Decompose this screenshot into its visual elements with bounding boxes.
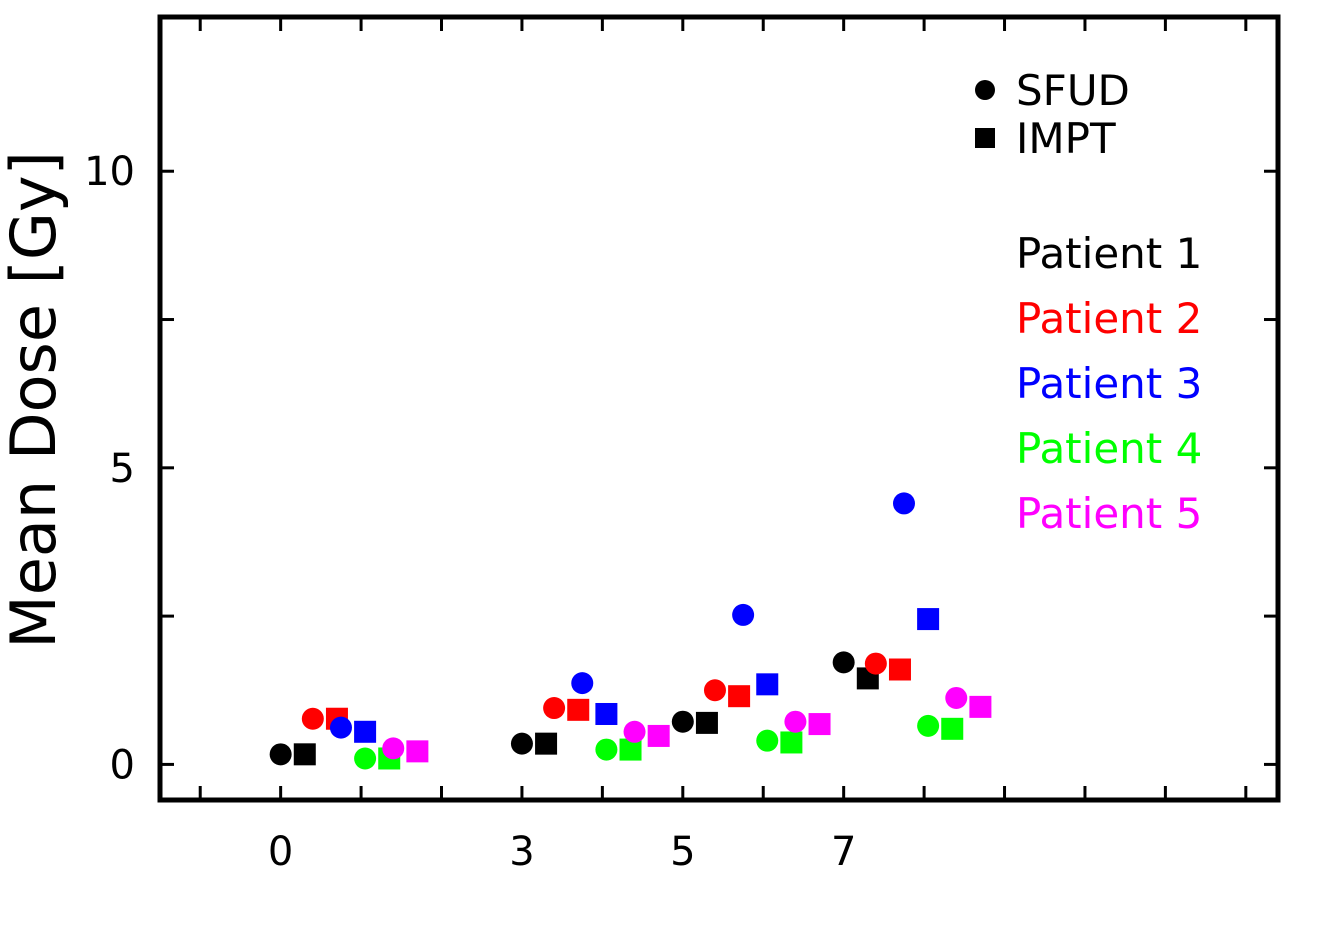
x-tick-label: 3	[509, 829, 534, 875]
impt-point	[695, 711, 718, 734]
sfud-point	[354, 747, 377, 770]
y-tick-label: 0	[110, 742, 135, 788]
sfud-point	[671, 710, 694, 733]
legend-series-label: Patient 5	[1016, 489, 1202, 538]
legend-series-label: Patient 3	[1016, 359, 1202, 408]
x-tick-label: 7	[831, 829, 856, 875]
legend-square-marker	[975, 128, 995, 148]
legend-series-label: Patient 2	[1016, 294, 1202, 343]
impt-point	[535, 732, 558, 755]
impt-point	[647, 724, 670, 747]
legend-series-label: Patient 1	[1016, 229, 1202, 278]
impt-point	[756, 673, 779, 696]
legend-marker-label: SFUD	[1016, 66, 1130, 115]
impt-point	[808, 713, 831, 736]
impt-point	[969, 695, 992, 718]
sfud-point	[945, 686, 968, 709]
legend-series-label: Patient 4	[1016, 424, 1202, 473]
impt-point	[567, 698, 590, 721]
sfud-point	[756, 729, 779, 752]
y-tick-labels: 0 5 10	[84, 149, 135, 788]
sfud-point	[382, 737, 405, 760]
sfud-point	[732, 603, 755, 626]
impt-point	[941, 717, 964, 740]
legend-marker-label: IMPT	[1016, 114, 1116, 163]
impt-point	[595, 702, 618, 725]
plot-frame	[157, 14, 1281, 803]
sfud-point	[864, 652, 887, 675]
impt-point	[780, 731, 803, 754]
impt-point	[728, 685, 751, 708]
sfud-point	[510, 732, 533, 755]
x-tick-label: 0	[268, 829, 293, 875]
sfud-point	[917, 714, 940, 737]
impt-point	[354, 720, 377, 743]
sfud-point	[892, 492, 915, 515]
sfud-point	[571, 672, 594, 695]
legend-circle-marker	[975, 80, 995, 100]
impt-point	[619, 738, 642, 761]
y-tick-label: 10	[84, 149, 135, 195]
y-axis-label: Mean Dose [Gy]	[0, 151, 70, 649]
data-points	[269, 492, 992, 770]
sfud-point	[703, 679, 726, 702]
y-tick-label: 5	[110, 446, 135, 492]
sfud-point	[832, 651, 855, 674]
x-tick-label: 5	[670, 829, 695, 875]
axis-ticks	[160, 17, 1278, 800]
impt-point	[917, 608, 940, 631]
impt-point	[406, 740, 429, 763]
sfud-point	[269, 743, 292, 766]
sfud-point	[543, 697, 566, 720]
sfud-point	[595, 738, 618, 761]
sfud-point	[623, 720, 646, 743]
sfud-point	[329, 716, 352, 739]
x-tick-labels: 0 3 5 7	[268, 829, 856, 875]
sfud-point	[301, 707, 324, 730]
impt-point	[293, 743, 316, 766]
impt-point	[888, 658, 911, 681]
sfud-point	[784, 710, 807, 733]
